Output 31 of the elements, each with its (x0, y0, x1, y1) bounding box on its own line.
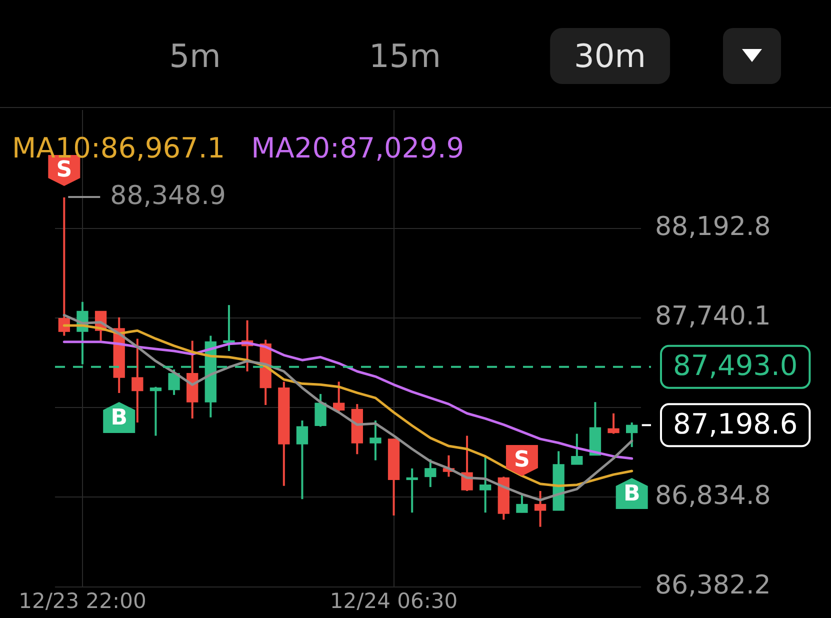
candlestick (626, 421, 638, 448)
annotation: B (623, 482, 640, 507)
candlestick (534, 490, 546, 528)
x-tick-label: 12/24 06:30 (330, 588, 458, 613)
candlestick (314, 392, 326, 428)
candlestick (132, 338, 144, 424)
y-tick-label: 86,834.8 (655, 480, 771, 511)
candlestick (424, 458, 436, 488)
annotation: 88,348.9 (110, 180, 226, 211)
ref-line-label: 87,198.6 (673, 407, 798, 440)
candlestick (480, 455, 492, 514)
candlestick (370, 420, 382, 462)
candlestick (296, 420, 308, 500)
text: 5m (168, 36, 222, 77)
y-tick-label: 88,192.8 (655, 212, 771, 242)
candlestick (406, 467, 418, 514)
candlestick (168, 368, 180, 396)
x-tick-label: 12/23 22:00 (18, 588, 146, 613)
candlestick (608, 412, 620, 435)
y-tick-label: 87,740.1 (655, 302, 771, 332)
candlestick (333, 380, 345, 412)
y-tick-label: 86,382.2 (655, 570, 771, 601)
text: 30m (550, 28, 670, 84)
ref-line-label: 87,493.0 (673, 349, 798, 382)
candlestick (150, 386, 162, 437)
candlestick (516, 493, 528, 514)
candlestick (571, 432, 583, 466)
annotation: B (110, 406, 128, 431)
annotation: S (514, 448, 530, 473)
text: 15m (368, 36, 442, 77)
text: MA20:87,029.9 (251, 131, 464, 164)
